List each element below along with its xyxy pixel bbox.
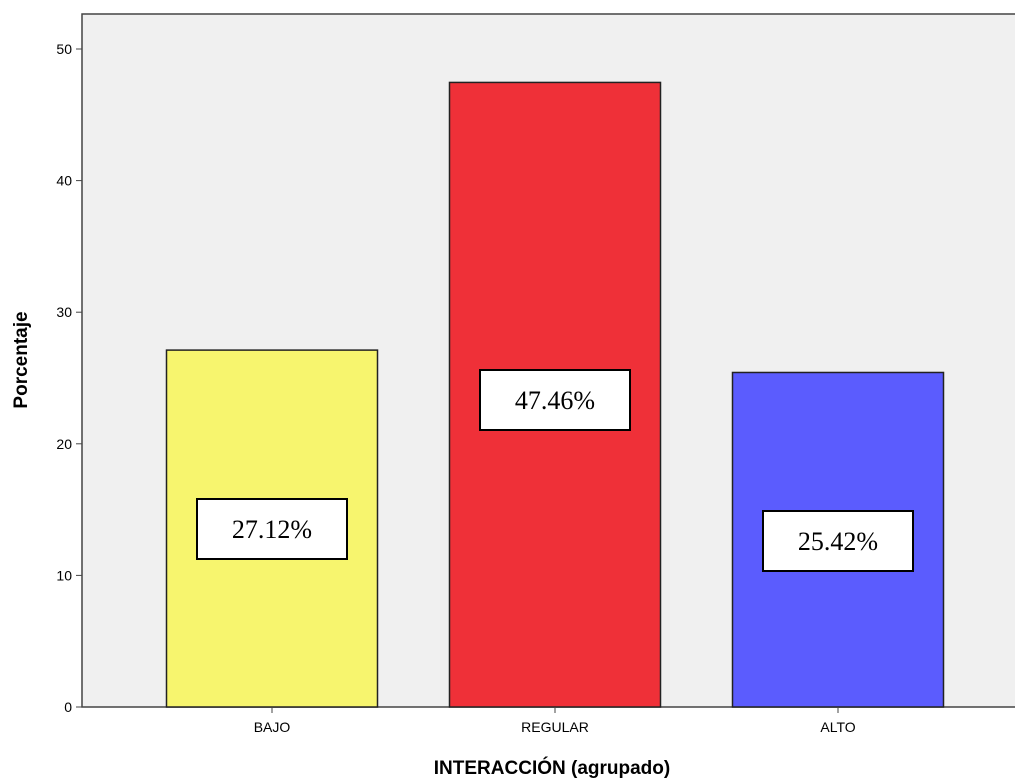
y-tick-label: 0 [64,699,72,715]
y-tick-label: 30 [56,304,72,320]
y-axis-title: Porcentaje [11,311,32,408]
y-tick-label: 40 [56,173,72,189]
x-axis-title: INTERACCIÓN (agrupado) [434,757,670,779]
data-label-box [479,369,631,431]
y-axis: 0 10 20 30 40 50 [56,41,82,715]
data-label-box [762,510,914,572]
y-tick-label: 10 [56,567,72,583]
y-tick-label: 20 [56,436,72,452]
data-labels: 27.12% 47.46% 25.42% [196,369,914,572]
x-axis: BAJO REGULAR ALTO [254,707,856,735]
data-label: 47.46% [515,386,595,415]
data-label: 27.12% [232,515,312,544]
data-label: 25.42% [798,527,878,556]
y-tick-label: 50 [56,41,72,57]
x-tick-label: REGULAR [521,719,589,735]
x-tick-label: BAJO [254,719,291,735]
x-tick-label: ALTO [820,719,855,735]
data-label-box [196,498,348,560]
